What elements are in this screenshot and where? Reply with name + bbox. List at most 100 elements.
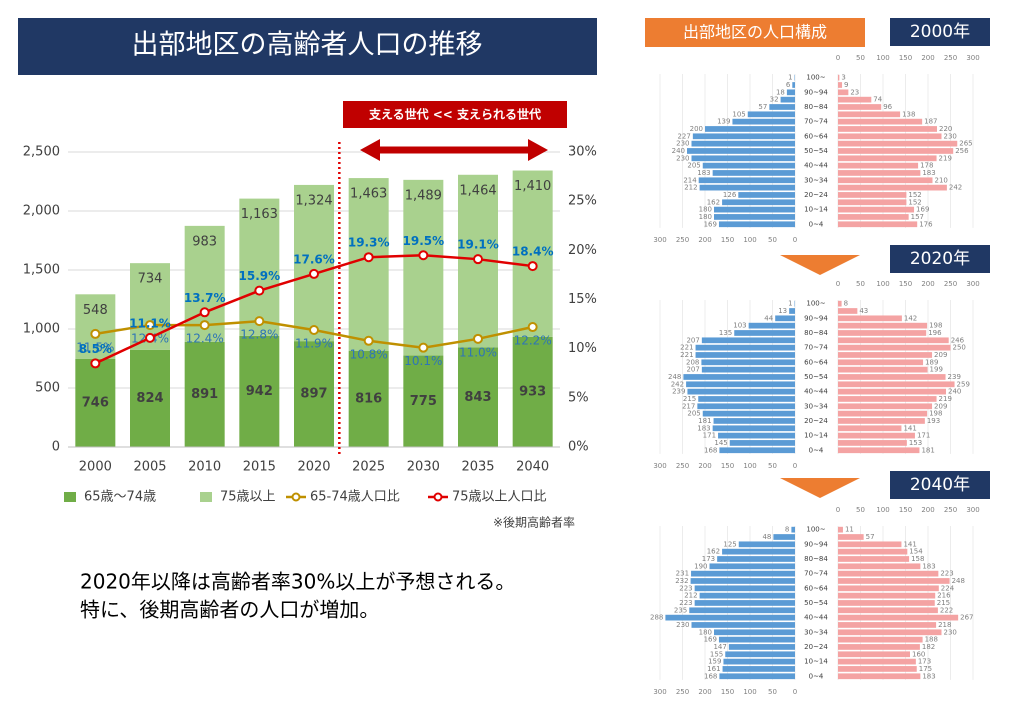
x-tick-label: 250 xyxy=(676,236,689,244)
bar-label: 169 xyxy=(916,206,929,214)
bar-label: 183 xyxy=(697,424,710,432)
bar xyxy=(838,585,939,592)
bar-label: 8 xyxy=(844,300,848,308)
bar xyxy=(512,336,553,447)
x-tick-label: 200 xyxy=(698,688,711,696)
bar-label: 154 xyxy=(909,548,923,556)
year-label: 2020年 xyxy=(910,249,970,269)
bar-label: 1,324 xyxy=(295,193,332,208)
bar xyxy=(838,192,907,198)
age-label: 90~94 xyxy=(804,314,828,322)
bar xyxy=(698,396,795,402)
bar xyxy=(683,374,795,380)
year-label: 2000年 xyxy=(910,22,970,42)
bar-label: 219 xyxy=(939,154,952,162)
bar-label: 32 xyxy=(770,96,779,104)
x-tick-label: 300 xyxy=(653,688,666,696)
bar xyxy=(838,104,882,110)
bar xyxy=(75,294,116,359)
bar-label: 196 xyxy=(928,329,942,337)
bar-label: 147 xyxy=(713,643,726,651)
bar xyxy=(786,89,795,96)
bar-label: 169 xyxy=(704,220,717,228)
bar xyxy=(689,607,795,614)
x-tick-label: 200 xyxy=(698,462,711,470)
bar-label: 9 xyxy=(844,81,848,89)
bar-label: 816 xyxy=(355,391,382,406)
bar xyxy=(838,221,918,228)
bar xyxy=(698,177,795,184)
bar xyxy=(838,322,928,329)
bar xyxy=(239,335,280,447)
bar xyxy=(348,178,389,351)
bar-label: 983 xyxy=(192,234,217,249)
bar xyxy=(838,447,920,454)
bar-label: 187 xyxy=(924,118,937,126)
bar-label: 155 xyxy=(710,650,723,658)
bar xyxy=(130,349,170,447)
bar-label: 218 xyxy=(938,621,951,629)
bar xyxy=(687,148,795,154)
bar xyxy=(838,622,937,628)
bar-label: 242 xyxy=(949,184,962,192)
bar xyxy=(458,347,498,447)
point-label: 10.1% xyxy=(404,354,442,368)
bar xyxy=(838,541,902,548)
age-label: 0~4 xyxy=(809,446,824,454)
age-label: 80~84 xyxy=(804,555,828,563)
bar xyxy=(838,534,864,540)
bar-label: 193 xyxy=(927,417,940,425)
bar-label: 239 xyxy=(948,373,961,381)
bar-label: 223 xyxy=(679,584,692,592)
bar-label: 219 xyxy=(939,395,952,403)
age-label: 60~64 xyxy=(804,584,828,592)
point-label: 8.5% xyxy=(79,342,112,356)
point-label: 10.8% xyxy=(350,347,388,361)
age-label: 100~ xyxy=(806,300,825,308)
bar xyxy=(713,418,795,424)
bar xyxy=(748,322,795,329)
bar-label: 259 xyxy=(957,380,970,388)
bar-label: 159 xyxy=(708,658,721,666)
pyramid-heading-box xyxy=(645,18,865,47)
x-tick-label: 100 xyxy=(743,236,756,244)
bar xyxy=(692,133,795,140)
point xyxy=(254,285,265,296)
bar-label: 183 xyxy=(697,169,710,177)
bar-label: 230 xyxy=(676,140,689,148)
bar-label: 734 xyxy=(138,272,163,287)
legend-swatch xyxy=(433,492,443,502)
bar-label: 161 xyxy=(707,665,720,673)
bar-label: 212 xyxy=(684,184,697,192)
age-label: 70~74 xyxy=(804,118,828,126)
point-label: 12.2% xyxy=(514,334,552,348)
bar xyxy=(838,89,849,96)
point-label: 19.5% xyxy=(403,234,445,248)
x-tick-label: 0 xyxy=(836,506,840,514)
point xyxy=(527,322,538,333)
bar-label: 267 xyxy=(960,614,973,622)
bar-label: 162 xyxy=(707,198,720,206)
bar-label: 152 xyxy=(908,198,921,206)
bar-label: 139 xyxy=(717,118,730,126)
bar xyxy=(838,614,959,621)
y2-tick-label: 20% xyxy=(568,243,597,258)
age-label: 90~94 xyxy=(804,88,828,96)
bar-label: 227 xyxy=(677,132,690,140)
bar-label: 3 xyxy=(841,74,845,82)
bar xyxy=(695,344,795,351)
age-label: 30~34 xyxy=(804,402,828,410)
bar-label: 181 xyxy=(698,417,711,425)
bar xyxy=(838,432,915,439)
x-tick-label: 150 xyxy=(721,462,734,470)
bar xyxy=(709,563,795,570)
x-tick-label: 0 xyxy=(793,236,797,244)
bar-label: 57 xyxy=(866,533,875,541)
arrow-head xyxy=(360,139,380,161)
age-label: 0~4 xyxy=(809,672,824,680)
bar-label: 1 xyxy=(788,74,792,82)
x-tick-label: 2030 xyxy=(407,460,440,475)
age-label: 50~54 xyxy=(804,147,828,155)
bar-label: 232 xyxy=(675,577,688,585)
bar-label: 6 xyxy=(786,81,791,89)
